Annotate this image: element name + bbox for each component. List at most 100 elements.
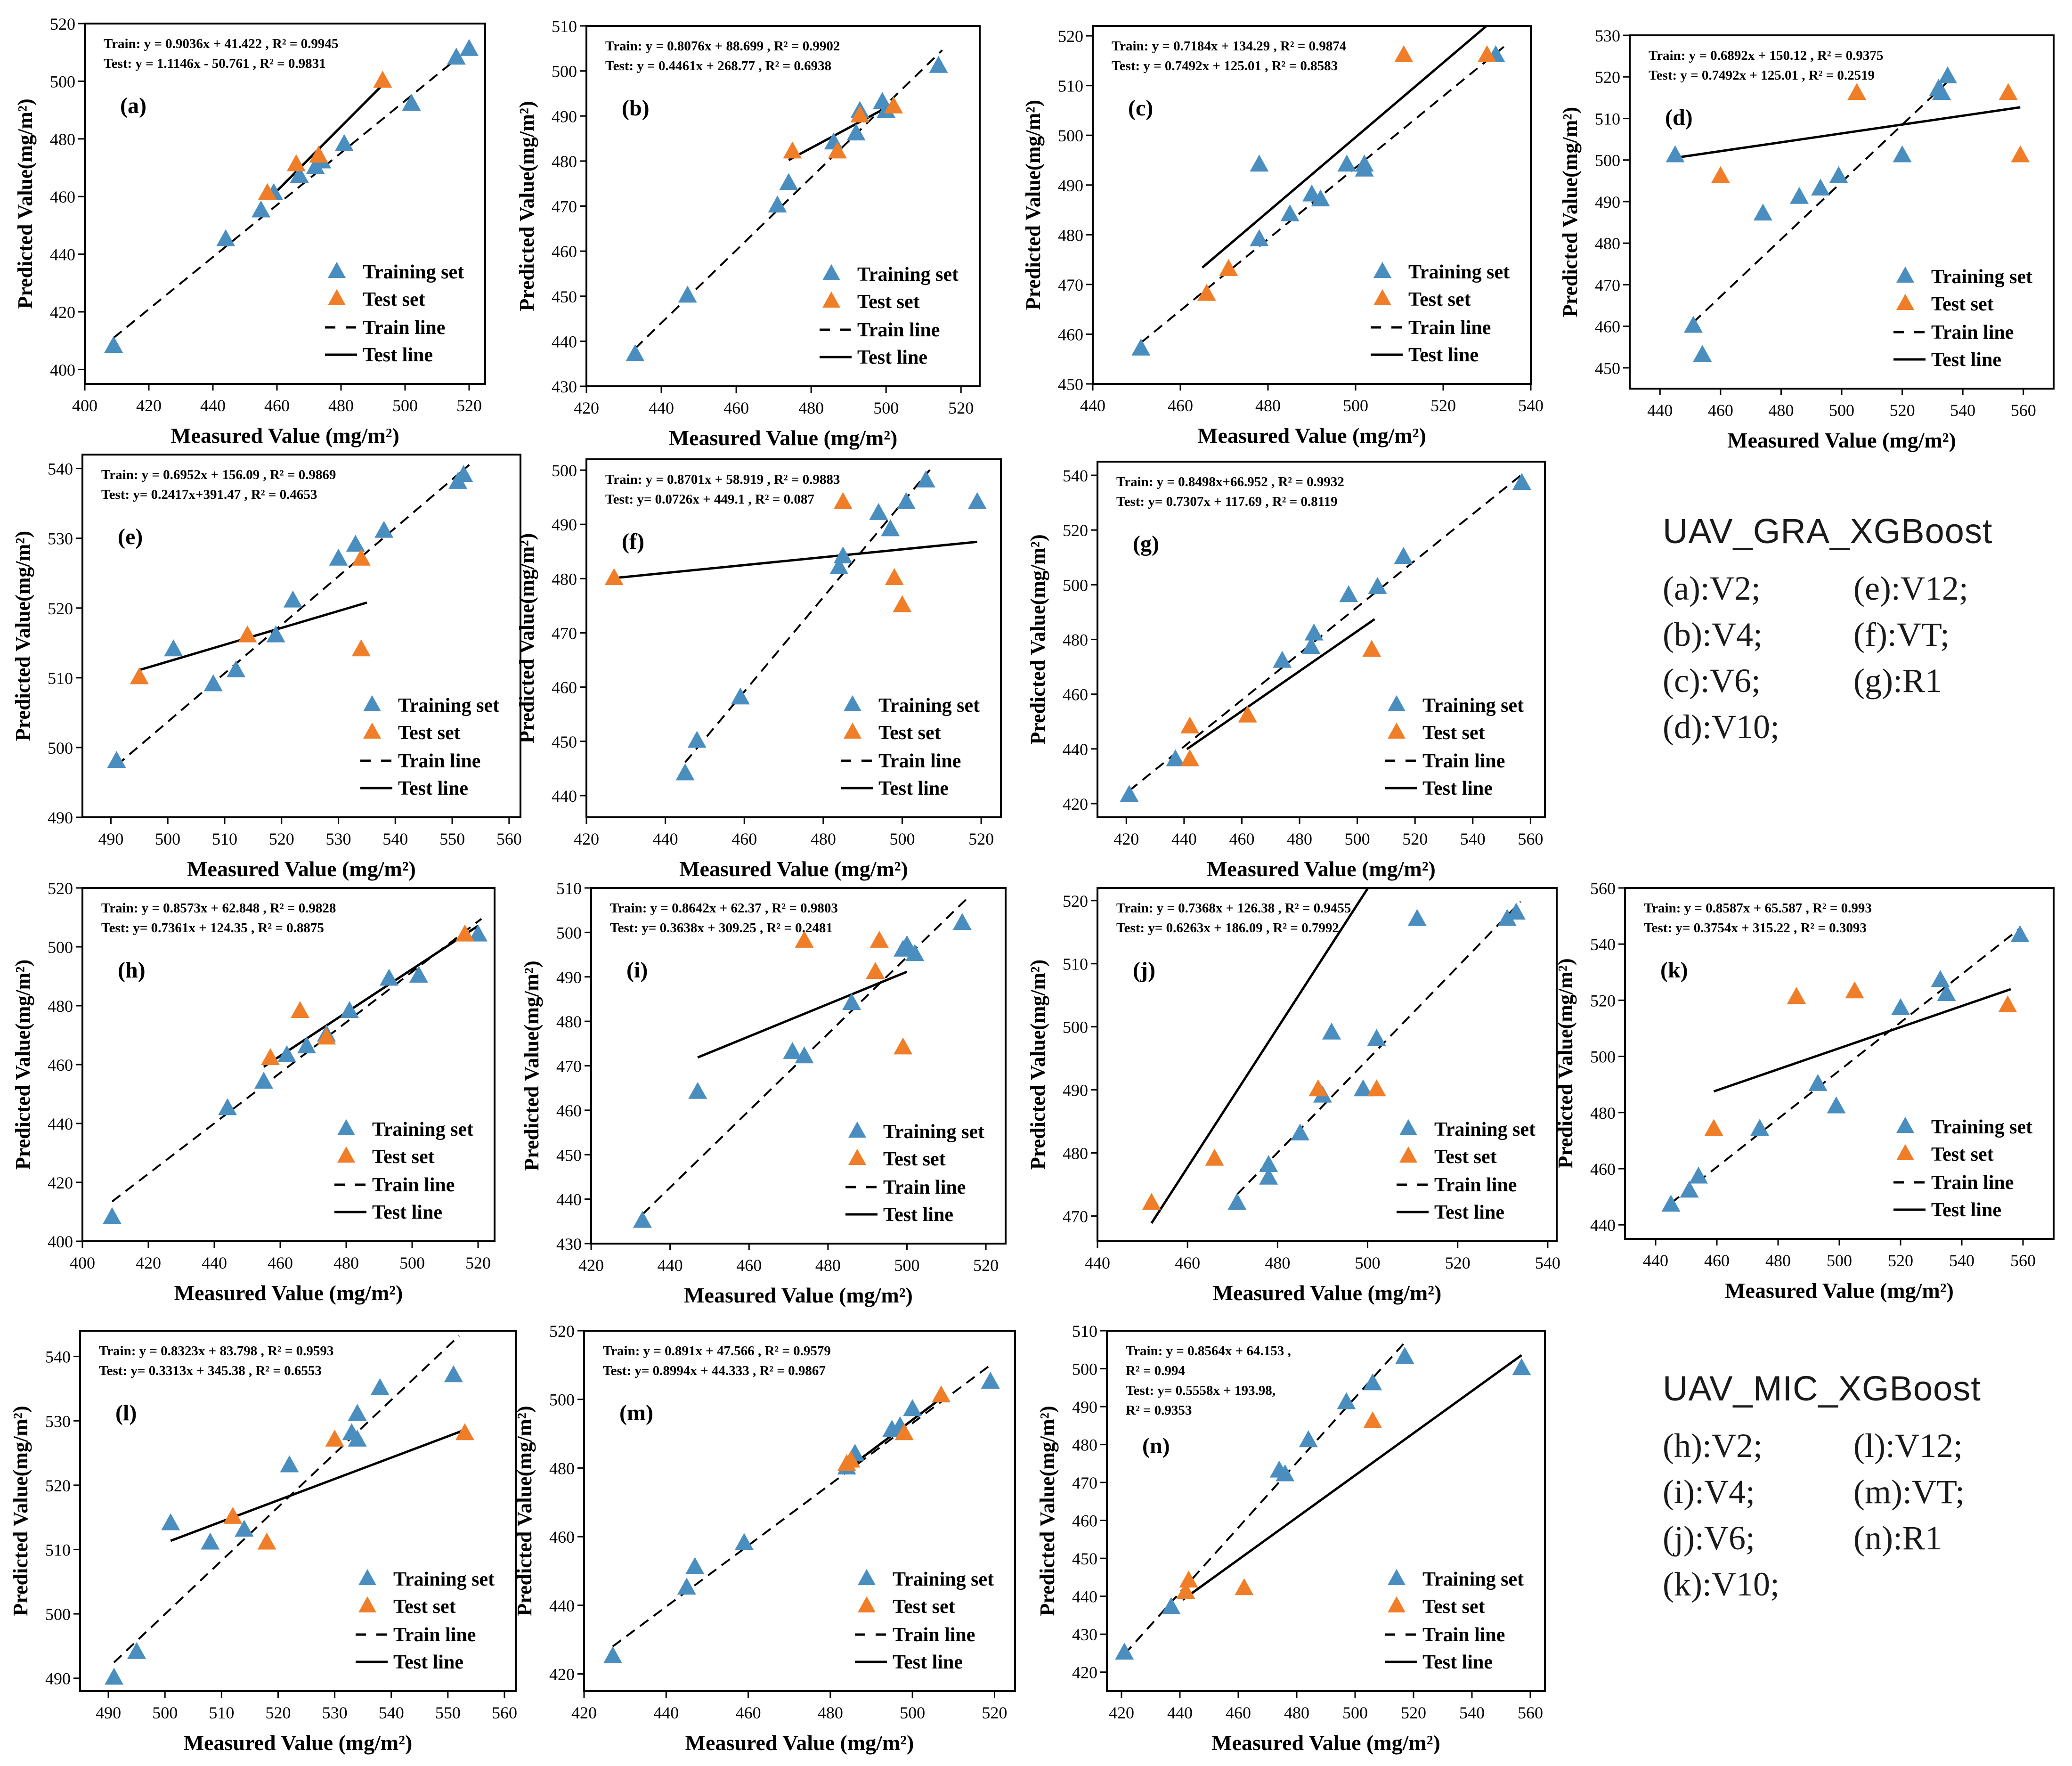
legend-test-marker xyxy=(1399,1146,1417,1163)
train-point xyxy=(1512,1358,1531,1375)
y-tick-label: 430 xyxy=(556,1235,582,1253)
test-equation: Test: y = 0.7492x + 125.01 , R² = 0.8583 xyxy=(1112,58,1338,73)
train-point xyxy=(981,1371,1000,1389)
train-equation: Train: y = 0.8587x + 65.587 , R² = 0.993 xyxy=(1644,901,1872,916)
train-point xyxy=(897,935,917,952)
y-tick-label: 440 xyxy=(1072,1587,1097,1606)
x-axis-title: Measured Value (mg/m²) xyxy=(679,857,908,881)
train-point xyxy=(1227,1193,1247,1210)
panel-tag: (b) xyxy=(622,96,650,121)
y-tick-label: 460 xyxy=(50,187,75,206)
train-point xyxy=(346,535,365,552)
train-point xyxy=(633,1211,652,1228)
train-point xyxy=(469,924,488,942)
train-equation: Train: y = 0.8498x+66.952 , R² = 0.9932 xyxy=(1116,474,1344,489)
train-equation: Train: y = 0.8323x + 83.798 , R² = 0.959… xyxy=(99,1343,333,1359)
train-point xyxy=(677,1578,696,1595)
legend-test-label: Test set xyxy=(883,1148,946,1170)
x-tick-label: 500 xyxy=(399,1253,425,1272)
y-tick-label: 440 xyxy=(50,245,75,264)
legend-train-label: Training set xyxy=(878,695,980,716)
legend-test-line-label: Test line xyxy=(857,347,927,368)
train-point xyxy=(201,1532,220,1550)
test-point xyxy=(894,1037,913,1055)
train-point xyxy=(1259,1167,1278,1185)
y-axis-title: Predicted Value(mg/m²) xyxy=(14,98,37,309)
y-tick-label: 510 xyxy=(552,17,577,36)
legend-train-marker xyxy=(1896,1116,1914,1133)
test-point xyxy=(258,183,277,200)
test-point xyxy=(893,595,912,612)
test-point xyxy=(1176,1582,1195,1599)
y-tick-label: 530 xyxy=(45,1412,71,1431)
legend-test-label: Test set xyxy=(1931,1144,1994,1165)
train-equation: Train: y = 0.8564x + 64.153 , xyxy=(1126,1343,1291,1359)
legend-train-marker xyxy=(337,1119,355,1135)
test-fit-line xyxy=(263,925,479,1068)
legend-test-marker xyxy=(1896,293,1914,310)
legend-test-label: Test set xyxy=(893,1596,955,1618)
train-point xyxy=(675,763,695,781)
legend-test-marker xyxy=(844,722,861,739)
y-tick-label: 500 xyxy=(556,923,582,942)
x-tick-label: 500 xyxy=(894,1256,919,1275)
legend: Training set Test set Train line Test line xyxy=(845,1121,984,1226)
y-tick-label: 430 xyxy=(1072,1625,1097,1644)
test-point xyxy=(1999,83,2018,100)
train-point xyxy=(1829,166,1848,183)
x-tick-label: 560 xyxy=(2010,1251,2036,1270)
test-point xyxy=(1205,1148,1224,1166)
train-point xyxy=(829,557,849,574)
test-point xyxy=(257,1532,276,1550)
x-tick-label: 420 xyxy=(578,1256,604,1275)
test-point xyxy=(1478,45,1496,63)
y-tick-label: 470 xyxy=(552,197,577,216)
test-fit-line xyxy=(697,970,908,1059)
train-point xyxy=(460,39,479,56)
legend-test-line-label: Test line xyxy=(1422,778,1493,799)
caption-item: (h):V2; xyxy=(1663,1427,1763,1465)
test-point xyxy=(1180,749,1200,766)
train-point xyxy=(164,639,183,657)
train-point xyxy=(254,1072,273,1089)
y-tick-label: 440 xyxy=(552,787,577,806)
y-tick-label: 500 xyxy=(552,461,577,480)
train-point xyxy=(370,1378,390,1395)
test-fit-line xyxy=(170,1429,465,1542)
y-tick-label: 470 xyxy=(1063,1207,1088,1226)
legend-test-marker xyxy=(363,722,381,739)
legend-train-label: Training set xyxy=(883,1121,984,1143)
x-tick-label: 520 xyxy=(1888,1251,1913,1270)
train-point xyxy=(107,751,126,768)
x-tick-label: 460 xyxy=(1175,1253,1200,1272)
train-point xyxy=(626,344,645,361)
legend: Training set Test set Train line Test line xyxy=(855,1569,994,1673)
test-point xyxy=(1998,995,2017,1012)
train-point xyxy=(227,660,246,677)
y-tick-label: 480 xyxy=(556,1012,582,1031)
chart-d: 440 460 480 500 520 540 560 450 460 470 480 490 500 5… xyxy=(1559,26,2055,452)
test-point xyxy=(373,71,392,88)
y-axis-title: Predicted Value(mg/m²) xyxy=(1559,107,1582,317)
legend-train-marker xyxy=(844,695,861,711)
caption-item xyxy=(1853,1563,2009,1605)
x-tick-label: 460 xyxy=(1226,1703,1251,1722)
legend-train-line-label: Train line xyxy=(363,317,445,339)
y-tick-label: 510 xyxy=(556,879,582,898)
panel-tag: (m) xyxy=(619,1400,653,1425)
y-tick-label: 510 xyxy=(1058,77,1083,96)
train-fit-line xyxy=(1236,901,1521,1196)
x-tick-label: 520 xyxy=(269,830,294,848)
y-tick-label: 400 xyxy=(48,1232,73,1251)
x-tick-label: 540 xyxy=(1950,401,1975,420)
train-equation: Train: y = 0.7184x + 134.29 , R² = 0.987… xyxy=(1112,39,1346,54)
panel-tag: (h) xyxy=(118,958,146,983)
test-point xyxy=(1845,981,1864,999)
x-tick-label: 420 xyxy=(136,396,162,415)
test-point xyxy=(286,154,306,171)
panel-tag: (a) xyxy=(120,93,146,118)
test-equation: Test: y = 1.1146x - 50.761 , R² = 0.9831 xyxy=(104,56,326,71)
x-tick-label: 520 xyxy=(948,399,974,417)
x-tick-label: 480 xyxy=(1768,401,1794,420)
train-point xyxy=(1291,1123,1310,1141)
